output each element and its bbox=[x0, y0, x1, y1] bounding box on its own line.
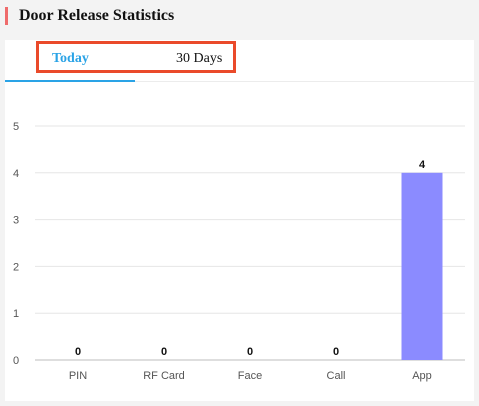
tab-highlight-box bbox=[36, 41, 236, 73]
y-tick-label: 5 bbox=[13, 121, 19, 133]
y-tick-label: 0 bbox=[13, 355, 19, 367]
section-title: Door Release Statistics bbox=[19, 7, 175, 24]
y-tick-label: 1 bbox=[13, 308, 19, 320]
section-header: Door Release Statistics bbox=[0, 0, 479, 38]
x-tick-label: App bbox=[412, 370, 432, 382]
period-tabs: Today 30 Days bbox=[5, 40, 474, 82]
data-label: 4 bbox=[419, 159, 426, 171]
x-tick-label: PIN bbox=[69, 370, 87, 382]
stats-card: Today 30 Days 0 1 2 3 4 5 0 PIN 0 RF Card 0 Face 0 Ca… bbox=[5, 40, 474, 401]
data-label: 0 bbox=[333, 346, 339, 358]
data-label: 0 bbox=[247, 346, 253, 358]
tab-30-days[interactable]: 30 Days bbox=[176, 51, 223, 66]
y-tick-label: 3 bbox=[13, 215, 19, 227]
y-tick-label: 4 bbox=[13, 168, 19, 180]
tab-today[interactable]: Today bbox=[52, 51, 89, 66]
accent-bar bbox=[5, 7, 8, 25]
active-tab-underline bbox=[5, 80, 135, 82]
bar bbox=[401, 172, 443, 360]
y-tick-label: 2 bbox=[13, 261, 19, 273]
door-release-bar-chart: 0 1 2 3 4 5 0 PIN 0 RF Card 0 Face 0 Call 4 App bbox=[13, 121, 465, 382]
data-label: 0 bbox=[161, 346, 167, 358]
data-label: 0 bbox=[75, 346, 81, 358]
x-tick-label: Face bbox=[238, 370, 262, 382]
x-tick-label: RF Card bbox=[143, 370, 185, 382]
x-tick-label: Call bbox=[327, 370, 346, 382]
